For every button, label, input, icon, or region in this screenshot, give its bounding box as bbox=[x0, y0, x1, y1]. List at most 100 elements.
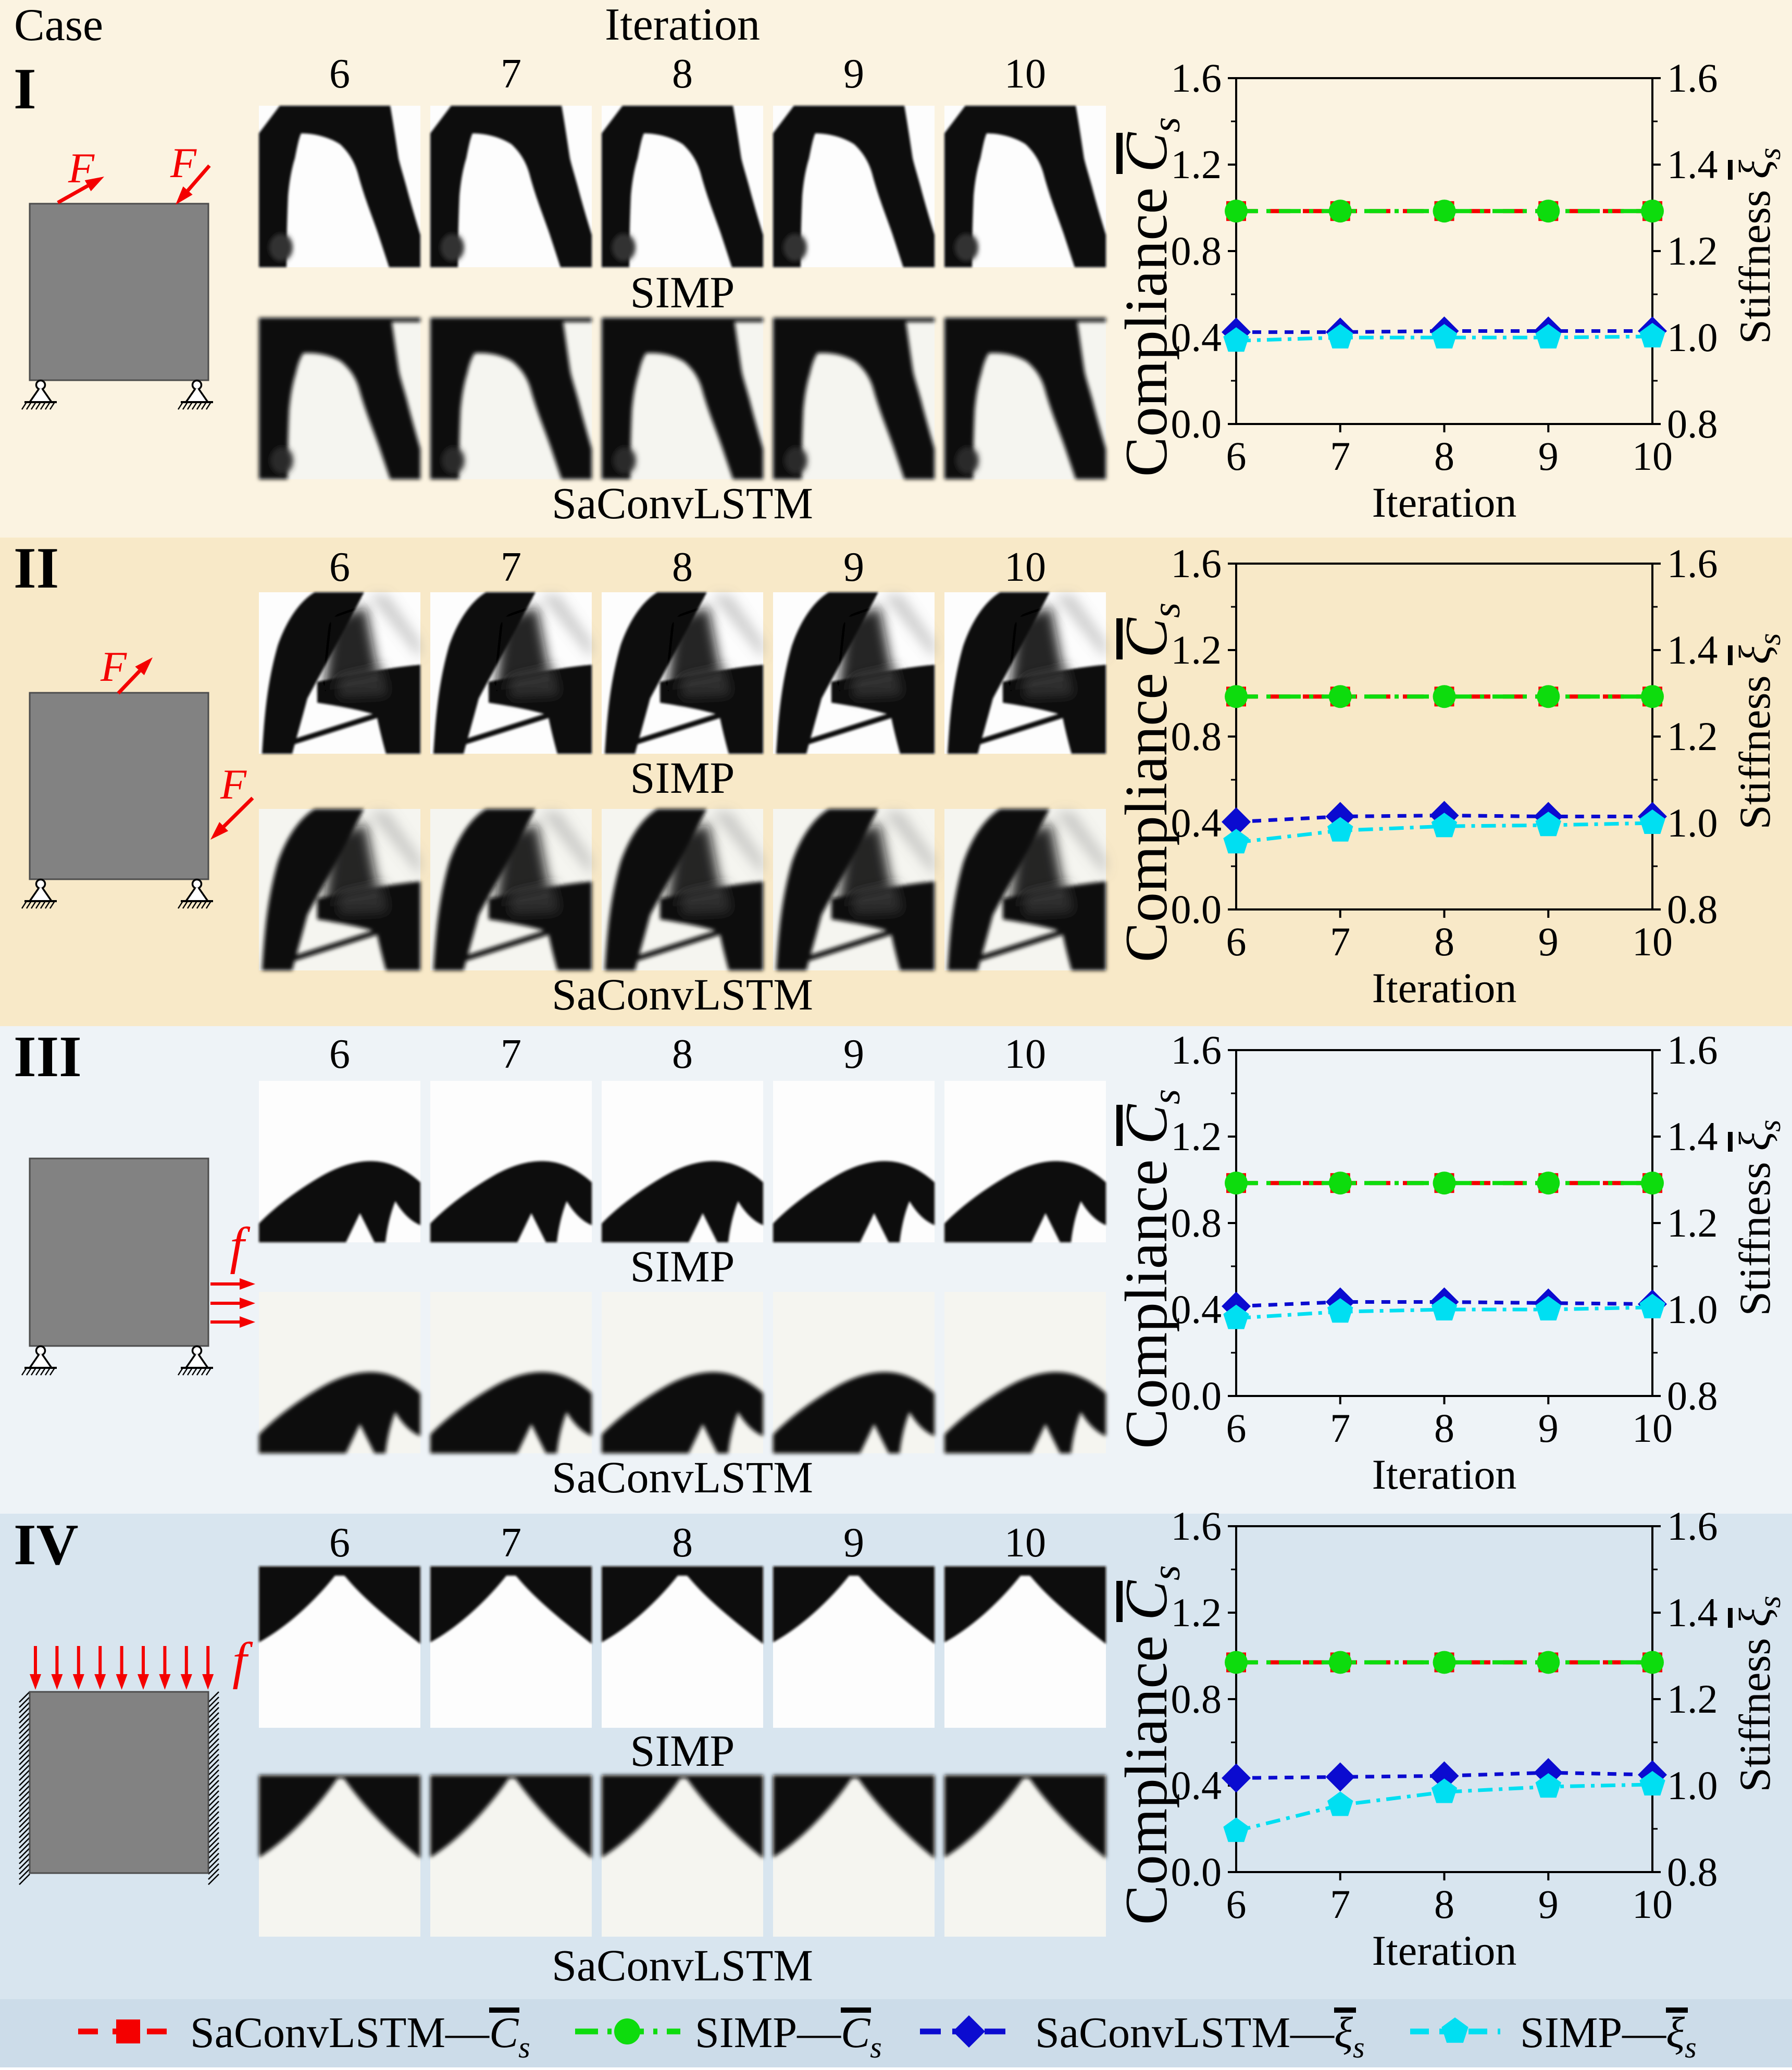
svg-text:SaConvLSTM—Cs: SaConvLSTM—Cs bbox=[190, 2009, 530, 2064]
svg-text:III: III bbox=[14, 1025, 82, 1089]
svg-text:1.2: 1.2 bbox=[1171, 627, 1222, 672]
svg-text:6: 6 bbox=[329, 51, 350, 97]
svg-text:0.8: 0.8 bbox=[1667, 887, 1718, 932]
svg-text:6: 6 bbox=[1226, 1405, 1247, 1451]
svg-text:Stiffness ξs: Stiffness ξs bbox=[1731, 148, 1787, 344]
svg-text:SaConvLSTM: SaConvLSTM bbox=[552, 1940, 813, 1990]
svg-text:0.4: 0.4 bbox=[1171, 800, 1222, 845]
svg-text:9: 9 bbox=[843, 544, 864, 590]
svg-text:7: 7 bbox=[501, 544, 521, 590]
svg-text:1.2: 1.2 bbox=[1667, 714, 1718, 759]
svg-text:8: 8 bbox=[1434, 1881, 1454, 1927]
svg-text:0.8: 0.8 bbox=[1171, 228, 1222, 273]
svg-text:SIMP: SIMP bbox=[630, 1241, 735, 1291]
svg-text:0.4: 0.4 bbox=[1171, 315, 1222, 360]
svg-text:1.0: 1.0 bbox=[1667, 1763, 1718, 1808]
svg-text:7: 7 bbox=[501, 1520, 521, 1566]
svg-text:IV: IV bbox=[14, 1513, 78, 1577]
svg-text:6: 6 bbox=[1226, 919, 1247, 964]
svg-text:7: 7 bbox=[1330, 1405, 1350, 1451]
svg-text:7: 7 bbox=[1330, 919, 1350, 964]
svg-text:1.6: 1.6 bbox=[1171, 1027, 1222, 1073]
svg-text:1.6: 1.6 bbox=[1667, 55, 1718, 101]
svg-text:6: 6 bbox=[1226, 433, 1247, 479]
svg-text:9: 9 bbox=[843, 1520, 864, 1566]
svg-text:10: 10 bbox=[1632, 433, 1673, 479]
svg-text:6: 6 bbox=[329, 1520, 350, 1566]
svg-text:SIMP: SIMP bbox=[630, 753, 735, 803]
svg-text:SIMP: SIMP bbox=[630, 267, 735, 317]
svg-text:9: 9 bbox=[843, 51, 864, 97]
svg-text:1.4: 1.4 bbox=[1667, 142, 1718, 187]
svg-text:6: 6 bbox=[1226, 1881, 1247, 1927]
svg-text:Iteration: Iteration bbox=[1372, 1927, 1517, 1974]
svg-text:SIMP—Cs: SIMP—Cs bbox=[695, 2009, 882, 2064]
svg-text:0.0: 0.0 bbox=[1171, 887, 1222, 932]
svg-text:Stiffness ξs: Stiffness ξs bbox=[1731, 1120, 1787, 1316]
svg-text:10: 10 bbox=[1004, 51, 1046, 97]
svg-text:Case: Case bbox=[14, 0, 103, 51]
svg-text:1.0: 1.0 bbox=[1667, 1287, 1718, 1332]
svg-text:1.6: 1.6 bbox=[1667, 541, 1718, 586]
svg-text:8: 8 bbox=[1434, 919, 1454, 964]
svg-text:Compliance Cs: Compliance Cs bbox=[1113, 1089, 1188, 1449]
svg-text:8: 8 bbox=[672, 1520, 693, 1566]
svg-text:SaConvLSTM: SaConvLSTM bbox=[552, 969, 813, 1019]
svg-text:8: 8 bbox=[672, 544, 693, 590]
svg-text:0.0: 0.0 bbox=[1171, 401, 1222, 446]
svg-text:9: 9 bbox=[1538, 919, 1559, 964]
svg-text:SaConvLSTM—ξs: SaConvLSTM—ξs bbox=[1035, 2009, 1365, 2064]
svg-text:Iteration: Iteration bbox=[1372, 1451, 1517, 1498]
svg-text:10: 10 bbox=[1632, 919, 1673, 964]
svg-text:1.2: 1.2 bbox=[1171, 1114, 1222, 1159]
svg-text:0.8: 0.8 bbox=[1171, 1200, 1222, 1245]
svg-text:0.8: 0.8 bbox=[1667, 1849, 1718, 1894]
svg-text:1.6: 1.6 bbox=[1667, 1503, 1718, 1549]
svg-text:SIMP: SIMP bbox=[630, 1726, 735, 1776]
svg-text:1.6: 1.6 bbox=[1171, 1503, 1222, 1549]
svg-text:10: 10 bbox=[1004, 544, 1046, 590]
svg-text:I: I bbox=[14, 57, 36, 121]
svg-text:1.2: 1.2 bbox=[1171, 1590, 1222, 1635]
svg-text:0.0: 0.0 bbox=[1171, 1849, 1222, 1894]
svg-text:1.6: 1.6 bbox=[1667, 1027, 1718, 1073]
svg-text:10: 10 bbox=[1004, 1031, 1046, 1077]
svg-text:0.8: 0.8 bbox=[1667, 1373, 1718, 1418]
svg-text:9: 9 bbox=[1538, 1881, 1559, 1927]
svg-text:Stiffness ξs: Stiffness ξs bbox=[1731, 1596, 1787, 1792]
svg-text:7: 7 bbox=[1330, 1881, 1350, 1927]
svg-text:7: 7 bbox=[1330, 433, 1350, 479]
svg-text:Iteration: Iteration bbox=[1372, 964, 1517, 1012]
svg-text:6: 6 bbox=[329, 1031, 350, 1077]
svg-text:F: F bbox=[68, 144, 95, 192]
svg-text:1.2: 1.2 bbox=[1667, 1200, 1718, 1245]
svg-text:Compliance Cs: Compliance Cs bbox=[1113, 117, 1188, 477]
svg-text:SIMP—ξs: SIMP—ξs bbox=[1520, 2009, 1697, 2064]
svg-text:10: 10 bbox=[1632, 1405, 1673, 1451]
svg-text:F: F bbox=[170, 139, 197, 186]
svg-text:SaConvLSTM: SaConvLSTM bbox=[552, 478, 813, 528]
svg-text:0.8: 0.8 bbox=[1171, 1676, 1222, 1722]
svg-text:SaConvLSTM: SaConvLSTM bbox=[552, 1452, 813, 1502]
svg-text:1.0: 1.0 bbox=[1667, 315, 1718, 360]
svg-text:8: 8 bbox=[672, 1031, 693, 1077]
svg-text:1.0: 1.0 bbox=[1667, 800, 1718, 845]
svg-text:0.4: 0.4 bbox=[1171, 1287, 1222, 1332]
svg-text:1.2: 1.2 bbox=[1171, 142, 1222, 187]
svg-text:Iteration: Iteration bbox=[605, 0, 760, 50]
svg-text:1.2: 1.2 bbox=[1667, 1676, 1718, 1722]
svg-text:1.6: 1.6 bbox=[1171, 541, 1222, 586]
svg-text:10: 10 bbox=[1004, 1520, 1046, 1566]
svg-text:1.2: 1.2 bbox=[1667, 228, 1718, 273]
svg-text:Compliance Cs: Compliance Cs bbox=[1113, 603, 1188, 963]
svg-text:Stiffness ξs: Stiffness ξs bbox=[1731, 633, 1787, 830]
svg-text:10: 10 bbox=[1632, 1881, 1673, 1927]
svg-text:0.8: 0.8 bbox=[1667, 401, 1718, 446]
svg-text:Compliance Cs: Compliance Cs bbox=[1113, 1565, 1188, 1925]
svg-text:7: 7 bbox=[501, 51, 521, 97]
svg-text:8: 8 bbox=[672, 51, 693, 97]
svg-text:8: 8 bbox=[1434, 1405, 1454, 1451]
svg-text:9: 9 bbox=[843, 1031, 864, 1077]
svg-text:F: F bbox=[220, 760, 247, 808]
svg-text:1.4: 1.4 bbox=[1667, 1114, 1718, 1159]
